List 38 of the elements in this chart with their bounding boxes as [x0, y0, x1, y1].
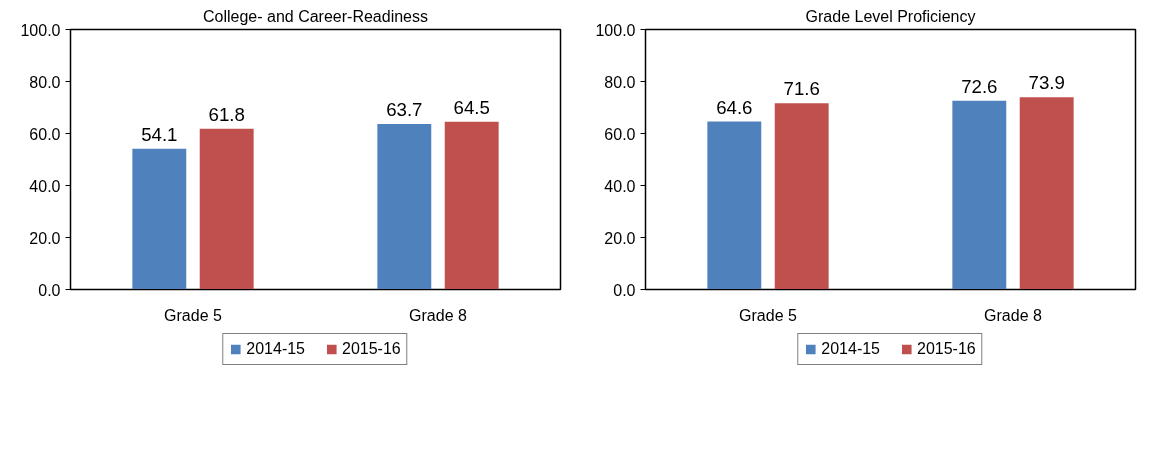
y-tick-label: 100.0	[595, 21, 636, 39]
legend-label: 2015-16	[342, 339, 401, 358]
x-tick-label: Grade 5	[739, 306, 798, 324]
data-label: 61.8	[208, 103, 245, 125]
x-tick-label: Grade 8	[409, 306, 468, 324]
y-tick-label: 60.0	[29, 125, 61, 143]
bar	[199, 128, 254, 290]
legend-label: 2014-15	[821, 339, 880, 358]
y-tick-label: 60.0	[604, 125, 636, 143]
y-tick-label: 40.0	[29, 177, 61, 195]
data-label: 63.7	[386, 98, 423, 120]
bar	[132, 148, 187, 290]
y-tick-label: 100.0	[20, 21, 61, 39]
y-tick-label: 40.0	[604, 177, 636, 195]
data-label: 71.6	[783, 78, 820, 100]
bar	[1019, 97, 1074, 290]
y-tick-label: 80.0	[29, 73, 61, 91]
data-label: 64.5	[453, 96, 490, 118]
bar	[952, 100, 1007, 290]
y-tick-label: 20.0	[29, 229, 61, 247]
legend-label: 2014-15	[246, 339, 305, 358]
data-label: 73.9	[1028, 72, 1065, 94]
data-label: 64.6	[716, 96, 753, 118]
y-tick-label: 20.0	[604, 229, 636, 247]
chart-title: College- and Career-Readiness	[203, 7, 429, 25]
y-tick-label: 80.0	[604, 73, 636, 91]
legend-label: 2015-16	[917, 339, 976, 358]
bar	[707, 121, 762, 290]
bar	[774, 103, 829, 290]
bar	[377, 123, 432, 290]
x-tick-label: Grade 5	[164, 306, 223, 324]
x-tick-label: Grade 8	[984, 306, 1043, 324]
data-label: 72.6	[961, 75, 998, 97]
y-tick-label: 0.0	[613, 281, 636, 299]
bar	[444, 121, 499, 290]
y-tick-label: 0.0	[38, 281, 61, 299]
data-label: 54.1	[141, 123, 178, 145]
chart-title: Grade Level Proficiency	[805, 7, 976, 25]
